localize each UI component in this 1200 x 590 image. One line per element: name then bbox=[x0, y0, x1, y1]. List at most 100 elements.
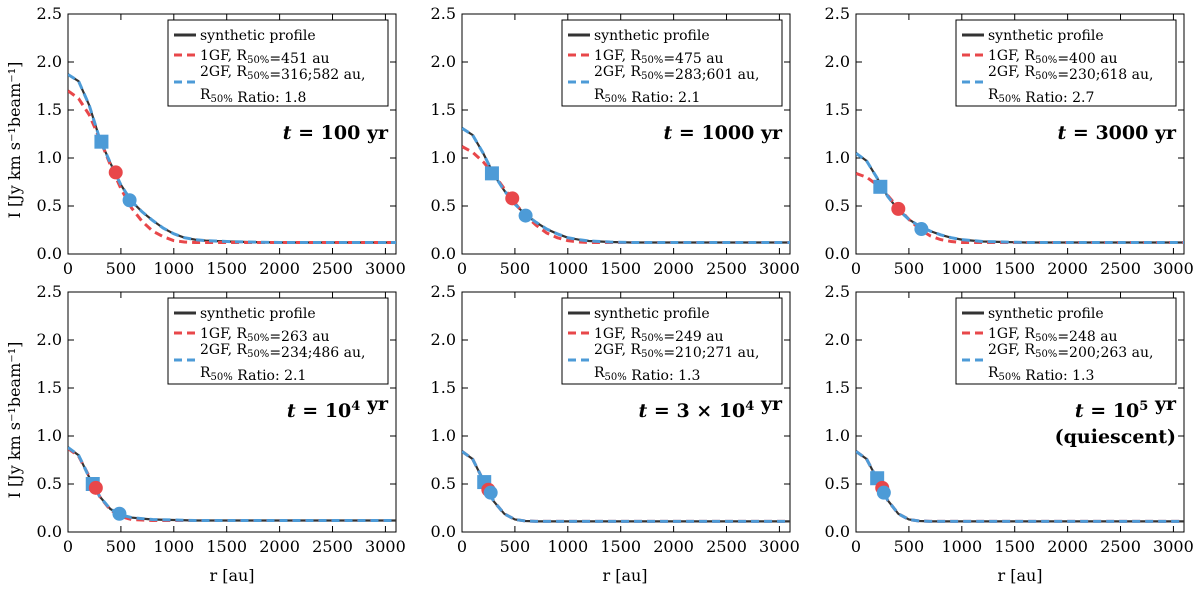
legend-entry: R50% Ratio: 2.1 bbox=[594, 87, 700, 106]
y-tick-label: 0.0 bbox=[37, 244, 62, 263]
x-tick-label: 2500 bbox=[706, 259, 747, 278]
legend-entry: 2GF, R50%=234;486 au, bbox=[200, 342, 365, 361]
series-synthetic-profile bbox=[462, 450, 790, 523]
x-tick-label: 500 bbox=[106, 259, 137, 278]
legend-entry: 1GF, R50%=249 au bbox=[594, 326, 724, 345]
legend-entry: synthetic profile bbox=[988, 28, 1104, 44]
y-tick-label: 1.5 bbox=[37, 100, 62, 119]
legend-box bbox=[561, 297, 783, 385]
legend-entry: 2GF, R50%=210;271 au, bbox=[594, 342, 759, 361]
x-tick-label: 3000 bbox=[365, 259, 406, 278]
marker-circle-1gf bbox=[505, 191, 520, 206]
series-2gf bbox=[68, 446, 396, 522]
plot-area bbox=[856, 151, 1184, 244]
x-tick-label: 2000 bbox=[259, 259, 300, 278]
marker-circle-1gf bbox=[88, 480, 103, 495]
legend-entry: synthetic profile bbox=[594, 28, 710, 44]
x-axis-title-left: r [au] bbox=[209, 566, 254, 585]
legend-entry: 2GF, R50%=200;263 au, bbox=[988, 342, 1153, 361]
marker-circle-2gf bbox=[914, 222, 929, 237]
y-tick-label: 1.5 bbox=[825, 100, 850, 119]
axes-frame bbox=[67, 13, 397, 255]
legend-box bbox=[167, 297, 389, 385]
y-tick-label: 0.0 bbox=[825, 244, 850, 263]
x-tick-label: 0 bbox=[457, 537, 467, 556]
y-tick-label: 1.5 bbox=[431, 378, 456, 397]
x-tick-label: 1000 bbox=[153, 259, 194, 278]
y-tick-label: 1.0 bbox=[825, 426, 850, 445]
axes-frame bbox=[461, 291, 791, 533]
legend-entry: 1GF, R50%=451 au bbox=[200, 48, 330, 67]
legend-entry: 1GF, R50%=263 au bbox=[200, 326, 330, 345]
y-tick-label: 0.5 bbox=[431, 474, 456, 493]
x-tick-label: 1000 bbox=[941, 259, 982, 278]
x-tick-label: 1500 bbox=[994, 259, 1035, 278]
legend-entry: 2GF, R50%=283;601 au, bbox=[594, 64, 759, 83]
x-tick-label: 3000 bbox=[759, 259, 800, 278]
x-tick-label: 500 bbox=[106, 537, 137, 556]
y-tick-label: 2.5 bbox=[825, 282, 850, 301]
legend-entry: 1GF, R50%=400 au bbox=[988, 48, 1118, 67]
panel-6: 0.0 0.5 1.0 1.5 2.0 2.5 0 500 1000 1500 2000 2500 30… bbox=[825, 282, 1194, 556]
marker-circle-1gf bbox=[108, 165, 123, 180]
y-tick-label: 2.0 bbox=[37, 330, 62, 349]
y-tick-label: 2.5 bbox=[431, 4, 456, 23]
axes-frame bbox=[855, 13, 1185, 255]
y-tick-label: 1.0 bbox=[825, 148, 850, 167]
y-tick-label: 0.0 bbox=[431, 244, 456, 263]
time-label: t = 105 yr bbox=[1075, 393, 1177, 422]
panel-4: 0.0 0.5 1.0 1.5 2.0 2.5 0 500 1000 1500 2000 2500 30… bbox=[37, 282, 406, 556]
legend-box bbox=[955, 297, 1177, 385]
y-tick-label: 2.0 bbox=[37, 52, 62, 71]
series-1gf bbox=[856, 450, 1184, 523]
legend-entry: synthetic profile bbox=[988, 306, 1104, 322]
y-axis-title-top: I [Jy km s⁻¹beam⁻¹] bbox=[5, 62, 24, 219]
y-tick-label: 1.5 bbox=[431, 100, 456, 119]
panel-2: 0.0 0.5 1.0 1.5 2.0 2.5 0 500 1000 1500 2000 2500 30… bbox=[431, 4, 800, 278]
y-tick-label: 0.5 bbox=[431, 196, 456, 215]
x-tick-label: 500 bbox=[500, 259, 531, 278]
x-tick-label: 1000 bbox=[153, 537, 194, 556]
panel-3: 0.0 0.5 1.0 1.5 2.0 2.5 0 500 1000 1500 2000 2500 30… bbox=[825, 4, 1194, 278]
y-tick-label: 1.0 bbox=[37, 148, 62, 167]
plot-area bbox=[856, 450, 1184, 523]
y-tick-label: 0.5 bbox=[825, 196, 850, 215]
x-tick-label: 3000 bbox=[1153, 259, 1194, 278]
legend-box bbox=[167, 19, 389, 107]
x-axis-title-middle: r [au] bbox=[602, 566, 647, 585]
x-tick-label: 2500 bbox=[1100, 259, 1141, 278]
x-tick-label: 1500 bbox=[206, 537, 247, 556]
y-tick-label: 2.5 bbox=[825, 4, 850, 23]
x-axis-title-right: r [au] bbox=[997, 566, 1042, 585]
time-label: t = 104 yr bbox=[287, 393, 389, 422]
y-tick-label: 0.5 bbox=[37, 196, 62, 215]
series-synthetic-profile bbox=[856, 152, 1184, 244]
series-1gf bbox=[856, 171, 1184, 244]
plot-area bbox=[462, 126, 790, 244]
y-tick-label: 2.0 bbox=[431, 330, 456, 349]
x-tick-label: 1500 bbox=[994, 537, 1035, 556]
x-tick-label: 0 bbox=[851, 537, 861, 556]
x-tick-label: 2500 bbox=[312, 259, 353, 278]
time-label: t = 3 × 104 yr bbox=[639, 393, 783, 422]
series-2gf bbox=[462, 450, 790, 523]
x-tick-label: 0 bbox=[63, 259, 73, 278]
series-synthetic-profile bbox=[856, 450, 1184, 523]
x-tick-label: 0 bbox=[457, 259, 467, 278]
x-tick-label: 3000 bbox=[365, 537, 406, 556]
legend-entry: R50% Ratio: 1.3 bbox=[988, 365, 1094, 384]
legend-entry: 1GF, R50%=248 au bbox=[988, 326, 1118, 345]
legend-entry: synthetic profile bbox=[594, 306, 710, 322]
marker-circle-2gf bbox=[112, 506, 127, 521]
x-tick-label: 1000 bbox=[941, 537, 982, 556]
time-label: t = 3000 yr bbox=[1058, 122, 1177, 144]
y-tick-label: 1.5 bbox=[37, 378, 62, 397]
y-tick-label: 0.0 bbox=[431, 522, 456, 541]
y-tick-label: 2.0 bbox=[431, 52, 456, 71]
legend-entry: synthetic profile bbox=[200, 28, 316, 44]
